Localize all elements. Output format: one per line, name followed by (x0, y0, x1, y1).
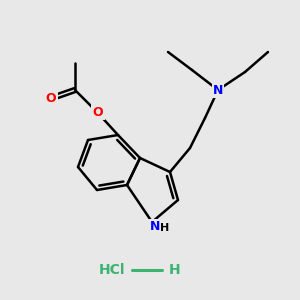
Text: H: H (169, 263, 181, 277)
Text: HCl: HCl (99, 263, 125, 277)
Text: N: N (150, 220, 160, 233)
Text: O: O (46, 92, 56, 104)
Text: N: N (213, 83, 223, 97)
Text: H: H (160, 223, 169, 233)
Text: O: O (93, 106, 103, 118)
